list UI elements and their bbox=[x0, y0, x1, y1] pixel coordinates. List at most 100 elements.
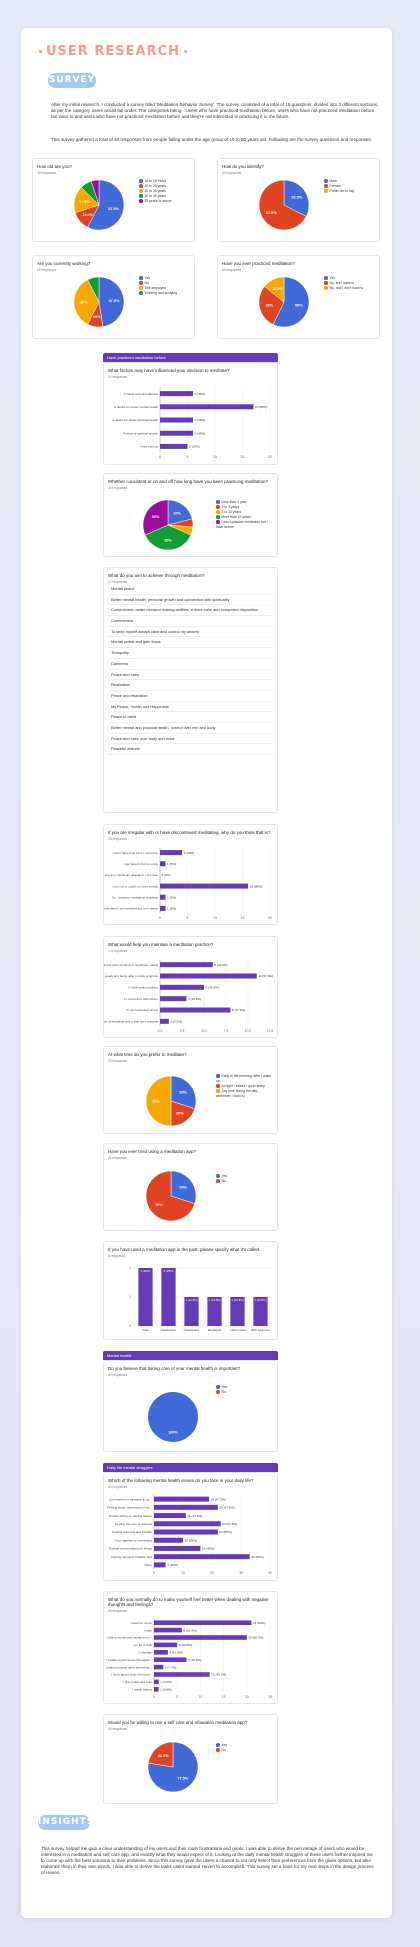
bar bbox=[160, 391, 193, 397]
legend-item: No bbox=[139, 281, 177, 286]
bar-value-label: 4 (20%) bbox=[184, 851, 195, 855]
response-count: 40 responses bbox=[37, 268, 57, 272]
pie-slice bbox=[258, 286, 285, 325]
response-count: 20 responses bbox=[108, 1059, 128, 1063]
legend-item: Prefer not to say bbox=[324, 189, 354, 194]
legend-label: More than 10 years bbox=[221, 515, 251, 519]
bar-value-label: 8 (47.1%) bbox=[232, 1008, 245, 1012]
legend-swatch bbox=[216, 1390, 220, 1394]
legend-swatch bbox=[216, 500, 220, 504]
bar bbox=[154, 1635, 247, 1640]
bar-value-label: 1 (12.5%) bbox=[231, 1298, 243, 1302]
legend-swatch bbox=[139, 189, 143, 193]
axis-tick-label: 5 bbox=[176, 1695, 178, 1699]
bar bbox=[160, 962, 213, 968]
pie-chart-app: 30% 70% bbox=[145, 1170, 197, 1222]
bar-value-label: 1 (5%) bbox=[167, 862, 176, 866]
legend-swatch bbox=[139, 291, 143, 295]
legend-label: Yes bbox=[144, 276, 151, 280]
bar bbox=[160, 894, 166, 900]
legend-swatch bbox=[216, 520, 220, 524]
axis-tick-label: 30 bbox=[239, 1571, 243, 1575]
bar-category-label: I go for a walk bbox=[133, 1643, 153, 1647]
legend-label: I don't practice meditation but I have b… bbox=[216, 520, 268, 529]
bar-category-label: Having a set goal/s and being able to tr… bbox=[104, 974, 158, 978]
pie-chart-mental: 100% bbox=[148, 1392, 198, 1442]
legend-swatch bbox=[216, 1074, 220, 1078]
legend-swatch bbox=[139, 276, 143, 280]
legend-label: 20 to 25 years bbox=[144, 184, 167, 188]
bar-category-label: I watch videos bbox=[132, 1688, 152, 1692]
bar-category-label: A friend recommendation bbox=[124, 392, 159, 396]
question-title: If you have used a meditation app in the… bbox=[108, 1247, 261, 1252]
pie-slice bbox=[90, 179, 100, 206]
bar-category-label: Pursuit of spiritual growth bbox=[123, 431, 158, 435]
legend-label: 16 to 20 Years bbox=[144, 179, 167, 183]
question-title: Whether consistent or on and off how lon… bbox=[108, 479, 269, 484]
bar-chart-maintain: 0.0 2.5 5.0 7.5 10.0 12.5 If it was simple and… bbox=[104, 959, 273, 1033]
bar-value-label: 5 (25%) bbox=[189, 445, 200, 449]
legend-working: Yes No Self-employed Working and studying bbox=[139, 276, 177, 296]
axis-tick-label: 5 bbox=[187, 916, 189, 920]
response-count: 40 responses bbox=[222, 171, 242, 175]
legend-item: I don't practice meditation but I have b… bbox=[216, 520, 272, 530]
legend-item: Working and studying bbox=[139, 291, 177, 296]
legend-item: Male bbox=[324, 179, 354, 184]
bar-value-label: 20 (66.7%) bbox=[248, 1636, 263, 1640]
pie-slice bbox=[258, 179, 307, 231]
bar-category-label: I try to ignore how I feel and... bbox=[111, 1673, 152, 1677]
legend-item: Any time during the day, whenever I want… bbox=[216, 1089, 272, 1099]
legend-swatch bbox=[216, 1084, 220, 1088]
intro-paragraph-1: After my initial research, I conducted a… bbox=[51, 102, 379, 120]
bar bbox=[230, 1297, 245, 1326]
bar-value-label: 1 (12.5%) bbox=[208, 1298, 220, 1302]
bar-value-label: 22 (55%) bbox=[219, 1530, 232, 1534]
bar-value-label: 12 (46.2%) bbox=[211, 1673, 226, 1677]
bar-value-label: 6 (30%) bbox=[195, 392, 206, 396]
bar bbox=[160, 984, 204, 990]
bar-category-label: I watch movies/ other streaming... bbox=[106, 1665, 152, 1669]
bar-category-label: I write bbox=[144, 1628, 153, 1632]
bar bbox=[154, 1554, 250, 1560]
legend-label: Less than 1 year bbox=[221, 500, 247, 504]
legend-item: Female bbox=[324, 184, 354, 189]
legend-label: No, but I want to bbox=[329, 281, 355, 285]
legend-item: 1 to 3 years bbox=[216, 505, 272, 510]
bar bbox=[160, 883, 248, 889]
card-duration: Whether consistent or on and off how lon… bbox=[103, 473, 278, 557]
bar-category-label: Feeling annoyed and irritable bbox=[112, 1530, 152, 1534]
legend-label: At night / before I go to sleep bbox=[221, 1084, 265, 1088]
insights-paragraph: This survey helped me gain a clear under… bbox=[41, 1846, 374, 1876]
bar bbox=[154, 1657, 187, 1662]
legend-label: Working and studying bbox=[144, 291, 178, 295]
axis-tick-label: 15 bbox=[241, 455, 245, 459]
legend-item: No bbox=[216, 1179, 227, 1184]
legend-item: 16 to 20 Years bbox=[139, 179, 172, 184]
bar bbox=[253, 1297, 268, 1326]
pie-slice-label: 17.5% bbox=[79, 200, 90, 204]
legend-age: 16 to 20 Years 20 to 25 years 25 to 30 yea… bbox=[139, 179, 172, 204]
question-title: Have you ever practiced meditation? bbox=[222, 261, 296, 266]
legend-item: At night / before I go to sleep bbox=[216, 1084, 272, 1089]
legend-label: Prefer not to say bbox=[329, 189, 355, 193]
bar-value-label: 11 (57.9%) bbox=[258, 974, 273, 978]
axis-tick-label: 40 bbox=[268, 1571, 272, 1575]
bar-value-label: 5 (26.3%) bbox=[206, 986, 219, 990]
pie-slice-label: 57.5% bbox=[108, 207, 119, 211]
bar-value-label: 1 (12.5%) bbox=[185, 1298, 197, 1302]
bar bbox=[154, 1504, 218, 1510]
legend-swatch bbox=[216, 1179, 220, 1183]
bar-category-label: Meditopia bbox=[208, 1328, 222, 1332]
pie-slice bbox=[144, 524, 192, 551]
axis-tick-label: 0 bbox=[153, 1695, 155, 1699]
bar-category-label: I isolate myself and let thoughts... bbox=[106, 1658, 152, 1662]
bar bbox=[154, 1545, 201, 1551]
legend-swatch bbox=[324, 286, 328, 290]
card-time: At what time do you prefer to meditate? … bbox=[103, 1046, 278, 1134]
axis-tick-label: 10 bbox=[213, 455, 217, 459]
bar-category-label: No, I practice meditation regularly bbox=[112, 895, 159, 899]
pie-slice-label: 12.5% bbox=[272, 287, 283, 291]
bar-category-label: Getting stressed 'irritable' and bbox=[111, 1555, 152, 1559]
answer-row: Realisation bbox=[108, 680, 273, 691]
pie-chart-age: 17.5% 12.5% 57.5% bbox=[73, 179, 125, 231]
